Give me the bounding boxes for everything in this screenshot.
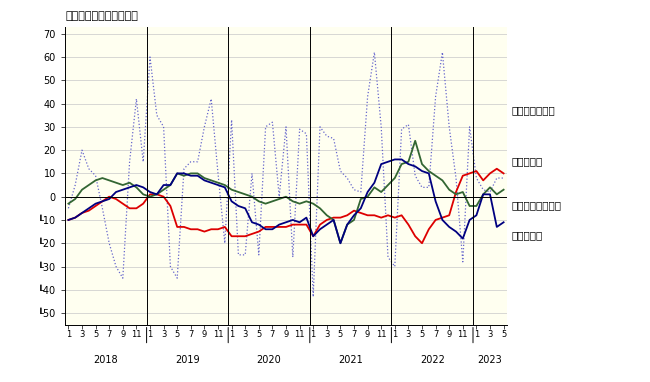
Text: 2021: 2021 — [338, 355, 363, 365]
Text: 貸家（赤）: 貸家（赤） — [512, 156, 543, 166]
Text: 持家（青）: 持家（青） — [512, 230, 543, 240]
Text: 2020: 2020 — [257, 355, 281, 365]
Text: 2023: 2023 — [478, 355, 502, 365]
Text: （前年同月比伸率、％）: （前年同月比伸率、％） — [65, 11, 138, 21]
Text: 2019: 2019 — [175, 355, 200, 365]
Text: 2022: 2022 — [420, 355, 445, 365]
Text: 分譲一戸建（緑）: 分譲一戸建（緑） — [512, 201, 562, 210]
Text: 2018: 2018 — [94, 355, 118, 365]
Text: 分譲マンション: 分譲マンション — [512, 105, 555, 115]
